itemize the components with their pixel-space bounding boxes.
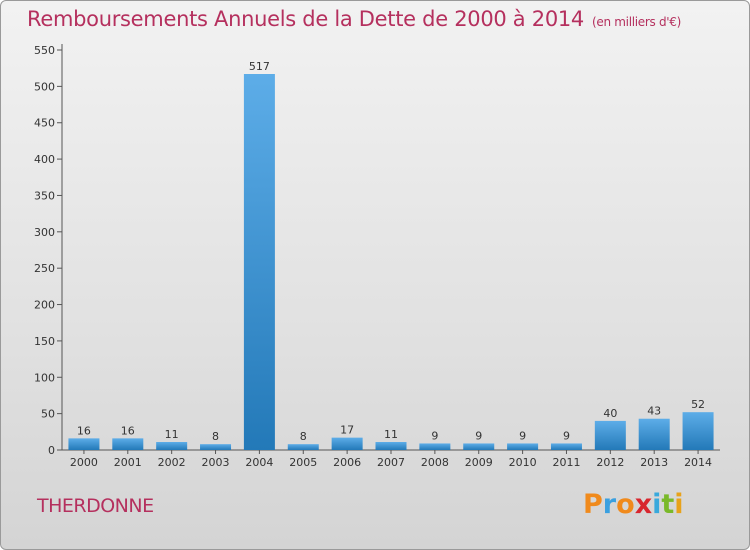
- data-label: 11: [384, 428, 398, 441]
- y-tick-label: 0: [48, 444, 55, 457]
- data-label: 8: [300, 430, 307, 443]
- y-tick-label: 550: [34, 44, 55, 57]
- y-tick-label: 400: [34, 153, 55, 166]
- x-tick-label: 2006: [333, 456, 361, 469]
- y-tick-label: 150: [34, 335, 55, 348]
- data-label: 16: [77, 424, 91, 437]
- bar: [507, 443, 539, 450]
- bar: [200, 444, 232, 450]
- x-tick-label: 2013: [640, 456, 668, 469]
- bar: [287, 444, 319, 450]
- bar: [594, 420, 626, 450]
- x-tick-label: 2009: [465, 456, 493, 469]
- y-tick-label: 100: [34, 371, 55, 384]
- bar: [682, 412, 714, 450]
- y-tick-label: 350: [34, 189, 55, 202]
- logo-letter: o: [616, 489, 635, 520]
- data-label: 9: [563, 429, 570, 442]
- x-tick-label: 2002: [158, 456, 186, 469]
- data-label: 9: [519, 429, 526, 442]
- data-label: 8: [212, 430, 219, 443]
- chart-title: Remboursements Annuels de la Dette de 20…: [27, 7, 681, 31]
- title-text: Remboursements Annuels de la Dette de 20…: [27, 7, 584, 31]
- commune-name: THERDONNE: [37, 495, 154, 517]
- data-label: 517: [249, 60, 270, 73]
- x-tick-label: 2005: [289, 456, 317, 469]
- data-label: 9: [475, 429, 482, 442]
- bar: [550, 443, 582, 450]
- x-tick-label: 2003: [202, 456, 230, 469]
- logo-letter: i: [674, 489, 684, 520]
- data-label: 52: [691, 398, 705, 411]
- bar: [156, 442, 188, 450]
- y-tick-label: 250: [34, 262, 55, 275]
- x-tick-label: 2000: [70, 456, 98, 469]
- data-label: 9: [431, 429, 438, 442]
- bar: [463, 443, 495, 450]
- logo-letter: x: [634, 489, 653, 520]
- bar: [375, 442, 407, 450]
- logo-letter: r: [602, 489, 617, 520]
- x-tick-label: 2001: [114, 456, 142, 469]
- bar: [68, 438, 100, 450]
- bar: [638, 418, 670, 450]
- proxiti-logo: Proxiti: [583, 489, 684, 520]
- x-tick-label: 2008: [421, 456, 449, 469]
- logo-letter: i: [652, 489, 662, 520]
- bar: [331, 437, 363, 450]
- y-tick-label: 500: [34, 80, 55, 93]
- data-label: 11: [165, 428, 179, 441]
- x-tick-label: 2010: [509, 456, 537, 469]
- x-tick-label: 2012: [596, 456, 624, 469]
- data-label: 40: [603, 407, 617, 420]
- logo-letter: P: [583, 489, 603, 520]
- x-tick-label: 2014: [684, 456, 712, 469]
- y-tick-label: 50: [41, 408, 55, 421]
- x-tick-label: 2004: [245, 456, 273, 469]
- logo-letter: t: [661, 489, 675, 520]
- y-tick-label: 300: [34, 226, 55, 239]
- x-tick-label: 2007: [377, 456, 405, 469]
- y-tick-label: 450: [34, 117, 55, 130]
- bar: [243, 74, 275, 450]
- bar: [112, 438, 144, 450]
- data-label: 16: [121, 424, 135, 437]
- data-label: 17: [340, 424, 354, 437]
- x-tick-label: 2011: [552, 456, 580, 469]
- y-tick-label: 200: [34, 299, 55, 312]
- unit-note: (en milliers d'€): [592, 15, 682, 29]
- bar: [419, 443, 451, 450]
- data-label: 43: [647, 405, 661, 418]
